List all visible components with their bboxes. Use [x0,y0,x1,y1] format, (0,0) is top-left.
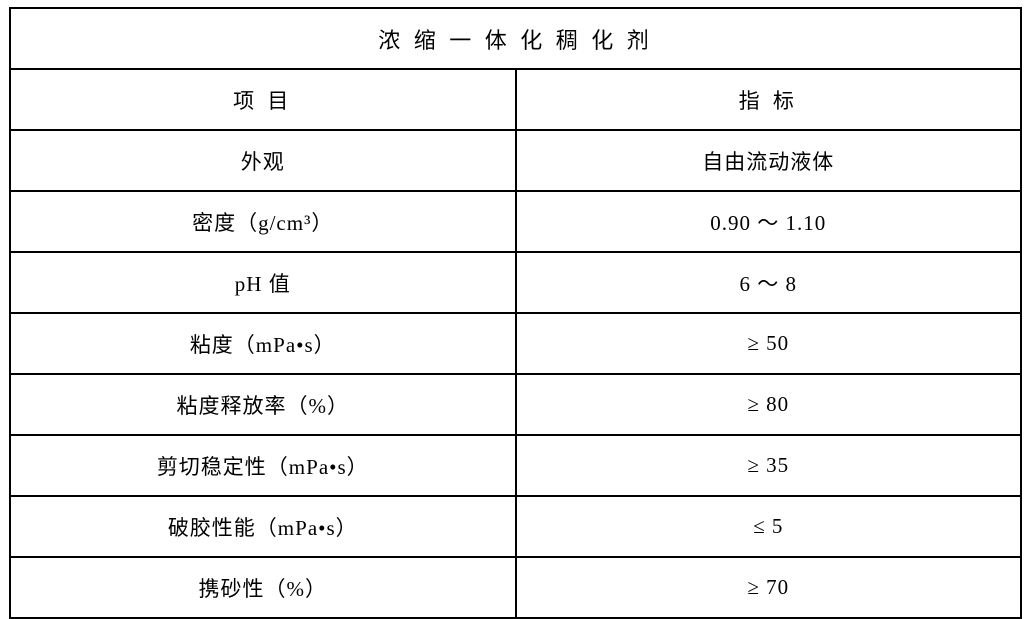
table-row: 破胶性能（mPa•s） ≤ 5 [9,495,1022,558]
column-header-item: 项 目 [9,68,517,131]
spec-cell: 6 ～ 8 [514,251,1022,314]
item-cell: 粘度（mPa•s） [9,312,517,375]
table-title-row: 浓 缩 一 体 化 稠 化 剂 [9,7,1022,70]
spec-cell: 0.90 ～ 1.10 [514,190,1022,253]
column-header-spec: 指 标 [514,68,1022,131]
item-cell: 密度（g/cm³） [9,190,517,253]
item-cell: 粘度释放率（%） [9,373,517,436]
table-row: 粘度（mPa•s） ≥ 50 [9,312,1022,375]
spec-cell: ≥ 50 [514,312,1022,375]
table-row: pH 值 6 ～ 8 [9,251,1022,314]
item-cell: 外观 [9,129,517,192]
spec-cell: ≥ 35 [514,434,1022,497]
table-row: 粘度释放率（%） ≥ 80 [9,373,1022,436]
table-header-row: 项 目 指 标 [9,68,1022,131]
spec-cell: ≥ 70 [514,556,1022,619]
table-row: 携砂性（%） ≥ 70 [9,556,1022,619]
item-cell: 携砂性（%） [9,556,517,619]
spec-cell: ≤ 5 [514,495,1022,558]
table-title: 浓 缩 一 体 化 稠 化 剂 [9,7,1022,70]
table-row: 密度（g/cm³） 0.90 ～ 1.10 [9,190,1022,253]
item-cell: pH 值 [9,251,517,314]
table-row: 剪切稳定性（mPa•s） ≥ 35 [9,434,1022,497]
table-row: 外观 自由流动液体 [9,129,1022,192]
spec-cell: 自由流动液体 [514,129,1022,192]
product-spec-table: 浓 缩 一 体 化 稠 化 剂 项 目 指 标 外观 自由流动液体 密度（g/c… [9,7,1022,619]
item-cell: 剪切稳定性（mPa•s） [9,434,517,497]
item-cell: 破胶性能（mPa•s） [9,495,517,558]
spec-cell: ≥ 80 [514,373,1022,436]
